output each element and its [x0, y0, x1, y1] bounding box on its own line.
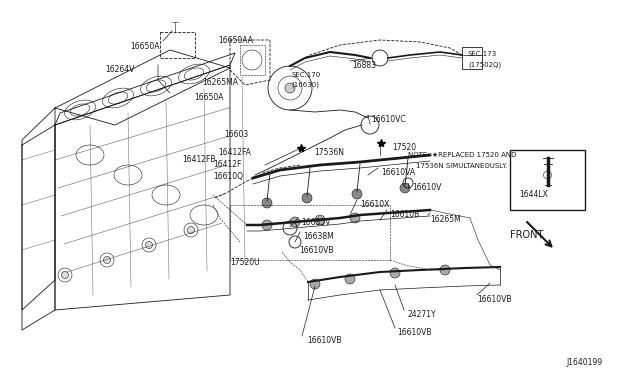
Text: 16610VB: 16610VB	[397, 328, 431, 337]
Text: (17502Q): (17502Q)	[468, 61, 501, 67]
Text: 24271Y: 24271Y	[407, 310, 436, 319]
Circle shape	[145, 241, 152, 248]
Text: 17536N SIMULTANEOUSLY.: 17536N SIMULTANEOUSLY.	[416, 163, 508, 169]
Circle shape	[310, 279, 320, 289]
Text: 16610VB: 16610VB	[307, 336, 342, 345]
Text: SEC.170: SEC.170	[291, 72, 320, 78]
Text: (16630): (16630)	[291, 82, 319, 89]
Text: 17536N: 17536N	[314, 148, 344, 157]
Circle shape	[188, 227, 195, 234]
Text: 16603: 16603	[224, 130, 248, 139]
Text: 16650AA: 16650AA	[218, 36, 253, 45]
Text: 16412F: 16412F	[213, 160, 241, 169]
Text: 17520: 17520	[392, 143, 416, 152]
Circle shape	[285, 83, 295, 93]
Circle shape	[400, 183, 410, 193]
Text: 16265MA: 16265MA	[202, 78, 238, 87]
Text: 16264V: 16264V	[105, 65, 134, 74]
Circle shape	[104, 257, 111, 263]
Text: FRONT: FRONT	[510, 230, 543, 240]
Circle shape	[390, 268, 400, 278]
Text: 16610Q: 16610Q	[213, 172, 243, 181]
Circle shape	[290, 217, 300, 227]
Circle shape	[315, 215, 325, 225]
Circle shape	[440, 265, 450, 275]
Circle shape	[302, 193, 312, 203]
Text: 16883: 16883	[352, 61, 376, 70]
Text: NOTE: ★REPLACED 17520 AND: NOTE: ★REPLACED 17520 AND	[408, 152, 516, 158]
Circle shape	[345, 274, 355, 284]
Text: 16610VB: 16610VB	[477, 295, 511, 304]
Circle shape	[352, 189, 362, 199]
Text: 16610V: 16610V	[412, 183, 442, 192]
Text: 16610X: 16610X	[360, 200, 389, 209]
Circle shape	[262, 220, 272, 230]
Text: 16412FB: 16412FB	[182, 155, 216, 164]
Text: 16635V: 16635V	[301, 218, 330, 227]
Text: 16265M: 16265M	[430, 215, 461, 224]
Text: 16610VB: 16610VB	[299, 246, 333, 255]
Text: 1644LX: 1644LX	[520, 190, 548, 199]
Circle shape	[262, 198, 272, 208]
Text: 16610B: 16610B	[390, 210, 419, 219]
Bar	[462, 47, 482, 69]
Text: J1640199: J1640199	[567, 358, 603, 367]
Text: 17520U: 17520U	[230, 258, 260, 267]
Text: 16638M: 16638M	[303, 232, 333, 241]
Text: 16610VA: 16610VA	[381, 168, 415, 177]
Circle shape	[61, 272, 68, 279]
Text: 16610VC: 16610VC	[371, 115, 406, 124]
Text: SEC.173: SEC.173	[468, 51, 497, 57]
Bar	[510, 150, 585, 210]
Text: 16650A: 16650A	[194, 93, 223, 102]
Circle shape	[350, 213, 360, 223]
Text: 16412FA: 16412FA	[218, 148, 251, 157]
Text: 16650A: 16650A	[130, 42, 159, 51]
